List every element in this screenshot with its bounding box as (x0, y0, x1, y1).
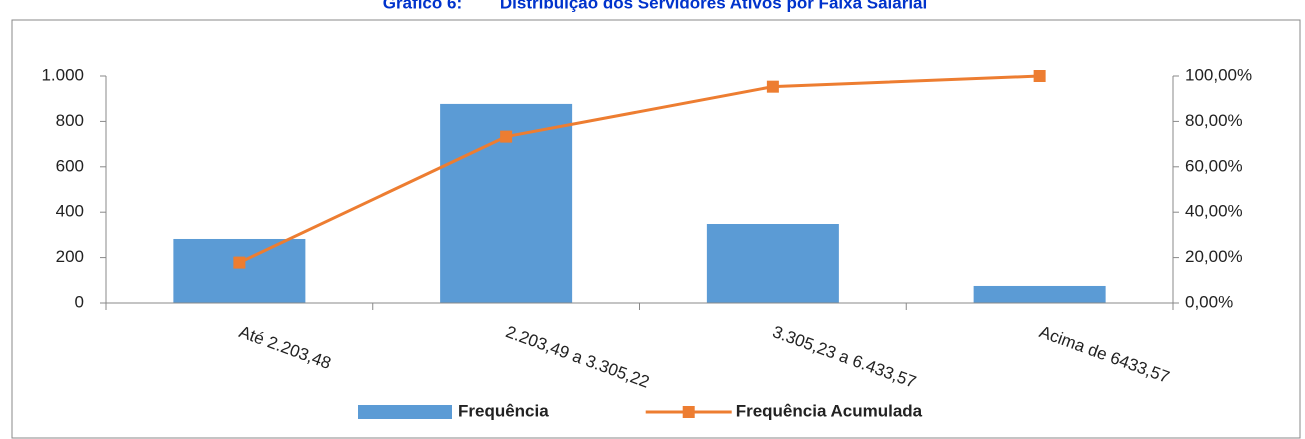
y-tick-label: 0 (75, 292, 84, 311)
y2-tick-label: 20,00% (1185, 247, 1243, 266)
marker (500, 130, 513, 143)
legend-label: Frequência (458, 401, 549, 420)
y-tick-label: 400 (56, 202, 84, 221)
y-tick-label: 200 (56, 247, 84, 266)
y-tick-label: 600 (56, 156, 84, 175)
bar (173, 238, 306, 303)
y2-tick-label: 40,00% (1185, 202, 1243, 221)
y-tick-label: 1.000 (41, 65, 84, 84)
chart-title: Gráfico 6: Distribuição dos Servidores A… (383, 0, 928, 12)
legend-marker (682, 406, 695, 418)
y-tick-label: 800 (56, 111, 84, 130)
legend-swatch (358, 405, 452, 419)
bar (706, 224, 839, 303)
y2-tick-label: 0,00% (1185, 292, 1233, 311)
legend-label: Frequência Acumulada (736, 401, 923, 420)
marker (233, 256, 246, 269)
marker (766, 80, 779, 93)
chart-border (11, 19, 1301, 439)
bar (973, 285, 1106, 303)
y2-tick-label: 80,00% (1185, 111, 1243, 130)
y2-tick-label: 100,00% (1185, 65, 1252, 84)
line (238, 74, 1040, 264)
y2-tick-label: 60,00% (1185, 156, 1243, 175)
marker (1033, 70, 1046, 82)
